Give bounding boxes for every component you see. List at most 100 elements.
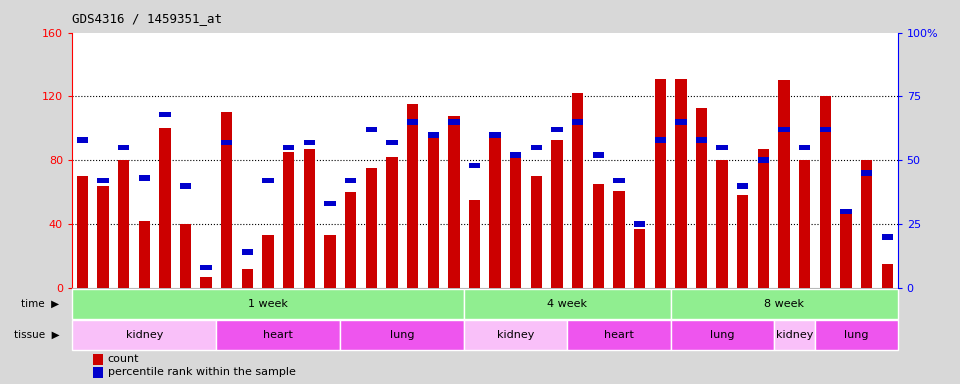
Bar xyxy=(221,113,232,288)
Bar xyxy=(278,33,299,288)
Bar xyxy=(815,320,898,350)
Bar xyxy=(779,127,790,132)
Bar xyxy=(613,178,625,184)
Bar xyxy=(118,145,130,150)
Text: lung: lung xyxy=(844,330,869,340)
Bar xyxy=(510,152,521,158)
Bar xyxy=(861,170,873,176)
Bar xyxy=(737,183,749,189)
Bar xyxy=(655,79,666,288)
Bar xyxy=(262,178,274,184)
Text: time  ▶: time ▶ xyxy=(21,299,60,309)
Bar xyxy=(303,140,315,145)
Bar xyxy=(97,178,108,184)
Bar xyxy=(592,152,604,158)
Bar xyxy=(361,33,381,288)
Bar xyxy=(609,33,630,288)
Bar xyxy=(283,145,295,150)
Bar xyxy=(366,127,377,132)
Bar xyxy=(572,93,584,288)
Bar xyxy=(262,235,274,288)
Bar xyxy=(634,221,645,227)
Bar xyxy=(444,33,465,288)
Bar xyxy=(216,320,340,350)
Bar xyxy=(324,201,336,207)
Bar xyxy=(422,33,444,288)
Bar xyxy=(551,127,563,132)
Bar xyxy=(72,320,217,350)
Bar xyxy=(382,33,402,288)
Bar xyxy=(774,320,815,350)
Bar xyxy=(155,33,175,288)
Bar xyxy=(675,119,686,125)
Bar xyxy=(505,33,526,288)
Text: heart: heart xyxy=(263,330,294,340)
Bar xyxy=(175,33,196,288)
Bar xyxy=(675,79,686,288)
Text: kidney: kidney xyxy=(497,330,535,340)
Bar xyxy=(465,288,670,319)
Bar xyxy=(386,157,397,288)
Bar xyxy=(138,175,150,181)
Bar xyxy=(711,33,732,288)
Text: count: count xyxy=(108,354,139,364)
Bar xyxy=(201,265,212,270)
Bar xyxy=(283,152,295,288)
Bar xyxy=(547,33,567,288)
Bar xyxy=(77,176,88,288)
Bar xyxy=(485,33,505,288)
Bar xyxy=(650,33,670,288)
Bar xyxy=(526,33,546,288)
Bar xyxy=(340,33,361,288)
Bar xyxy=(531,145,542,150)
Bar xyxy=(465,320,567,350)
Bar xyxy=(592,184,604,288)
Bar xyxy=(237,33,257,288)
Bar xyxy=(670,320,774,350)
Bar xyxy=(118,160,130,288)
Bar xyxy=(634,229,645,288)
Bar xyxy=(97,186,108,288)
Bar xyxy=(774,33,795,288)
Bar xyxy=(402,33,422,288)
Bar xyxy=(407,119,419,125)
Text: kidney: kidney xyxy=(776,330,813,340)
Bar xyxy=(320,33,340,288)
Bar xyxy=(386,140,397,145)
Text: 1 week: 1 week xyxy=(248,299,288,309)
Bar xyxy=(490,133,501,288)
Bar xyxy=(257,33,278,288)
Bar xyxy=(567,320,670,350)
Bar xyxy=(216,33,237,288)
Bar xyxy=(881,264,893,288)
Bar xyxy=(113,33,134,288)
Bar xyxy=(820,127,831,132)
Bar xyxy=(159,128,171,288)
Bar xyxy=(448,116,460,288)
Bar xyxy=(856,33,876,288)
Bar xyxy=(881,234,893,240)
Bar xyxy=(877,33,898,288)
Text: heart: heart xyxy=(604,330,634,340)
Bar xyxy=(820,96,831,288)
Bar xyxy=(510,157,521,288)
Bar xyxy=(427,132,439,137)
Text: lung: lung xyxy=(390,330,415,340)
Bar xyxy=(77,137,88,142)
Bar xyxy=(72,288,465,319)
Bar xyxy=(465,33,485,288)
Bar xyxy=(345,192,356,288)
Bar xyxy=(138,221,150,288)
Text: 8 week: 8 week xyxy=(764,299,804,309)
Bar xyxy=(572,119,584,125)
Bar xyxy=(242,249,253,255)
Bar xyxy=(180,183,191,189)
Bar xyxy=(92,354,104,365)
Bar xyxy=(407,104,419,288)
Bar xyxy=(159,111,171,117)
Bar xyxy=(345,178,356,184)
Bar xyxy=(92,367,104,378)
Bar xyxy=(779,81,790,288)
Bar xyxy=(551,139,563,288)
Bar xyxy=(133,33,155,288)
